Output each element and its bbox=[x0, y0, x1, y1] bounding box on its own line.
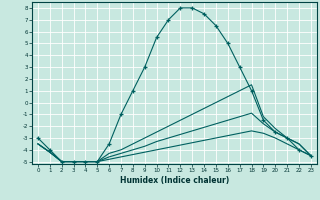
X-axis label: Humidex (Indice chaleur): Humidex (Indice chaleur) bbox=[120, 176, 229, 185]
